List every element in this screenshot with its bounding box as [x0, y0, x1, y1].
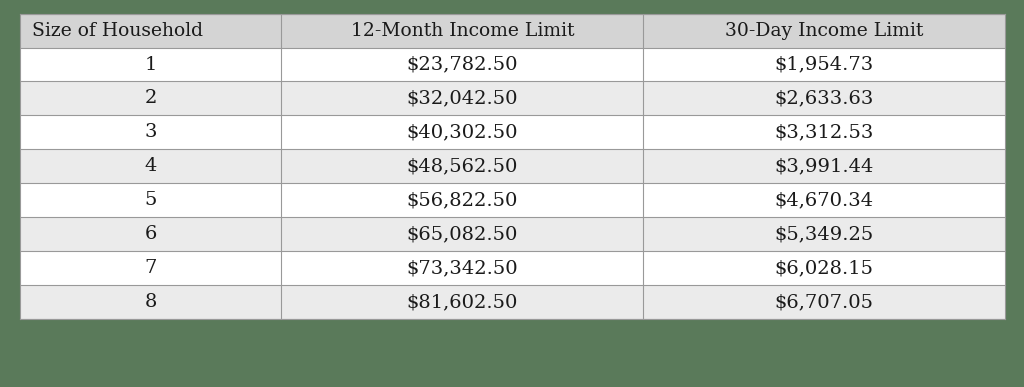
Text: $5,349.25: $5,349.25 — [774, 225, 873, 243]
Text: $48,562.50: $48,562.50 — [407, 158, 518, 175]
Text: $2,633.63: $2,633.63 — [774, 89, 873, 108]
Text: $81,602.50: $81,602.50 — [407, 293, 518, 311]
Bar — [20, 14, 1005, 48]
Text: 7: 7 — [144, 259, 157, 277]
Bar — [20, 251, 1005, 285]
Bar — [20, 183, 1005, 217]
Text: $40,302.50: $40,302.50 — [407, 123, 518, 141]
Text: $32,042.50: $32,042.50 — [407, 89, 518, 108]
Bar — [20, 285, 1005, 319]
Bar — [20, 217, 1005, 251]
Text: $3,312.53: $3,312.53 — [774, 123, 873, 141]
Text: 6: 6 — [144, 225, 157, 243]
Bar — [20, 48, 1005, 82]
Text: $6,028.15: $6,028.15 — [774, 259, 873, 277]
Text: 4: 4 — [144, 158, 157, 175]
Text: $56,822.50: $56,822.50 — [407, 192, 518, 209]
Text: 3: 3 — [144, 123, 157, 141]
Text: $65,082.50: $65,082.50 — [407, 225, 518, 243]
Bar — [20, 82, 1005, 115]
Text: 8: 8 — [144, 293, 157, 311]
Bar — [20, 149, 1005, 183]
Text: 12-Month Income Limit: 12-Month Income Limit — [350, 22, 574, 39]
Text: 1: 1 — [144, 55, 157, 74]
Text: $3,991.44: $3,991.44 — [774, 158, 873, 175]
Text: $1,954.73: $1,954.73 — [774, 55, 873, 74]
Text: $23,782.50: $23,782.50 — [407, 55, 518, 74]
Text: 5: 5 — [144, 192, 157, 209]
Text: Size of Household: Size of Household — [33, 22, 204, 39]
Text: $4,670.34: $4,670.34 — [774, 192, 873, 209]
Text: 2: 2 — [144, 89, 157, 108]
Bar — [20, 115, 1005, 149]
Text: $6,707.05: $6,707.05 — [774, 293, 873, 311]
Text: 30-Day Income Limit: 30-Day Income Limit — [725, 22, 924, 39]
Text: $73,342.50: $73,342.50 — [407, 259, 518, 277]
